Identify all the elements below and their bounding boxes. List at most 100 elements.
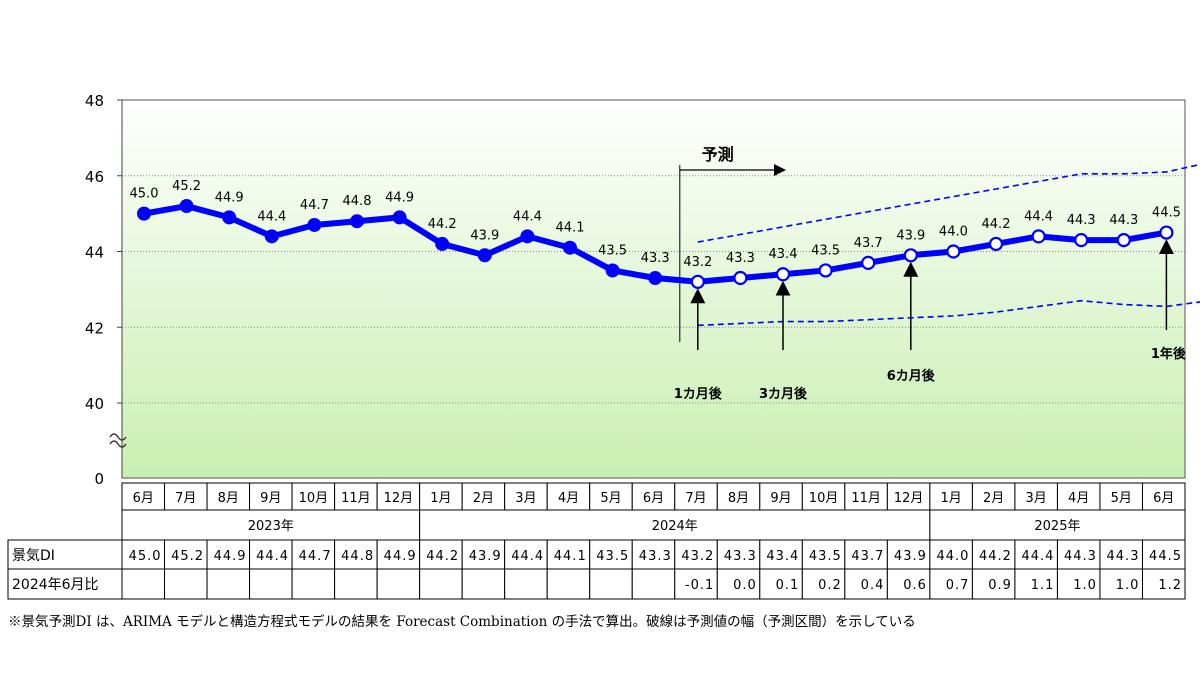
di-value-cell [419,539,463,570]
month-cell [801,482,846,511]
diff-value: 0.0 [733,578,757,593]
month-label: 6月 [1153,491,1174,506]
forecast-point [775,267,791,282]
diff-value: 0.9 [988,578,1012,593]
diff-value-cell [121,568,166,600]
data-label: 43.9 [896,228,925,243]
diff-value-cell [164,568,208,600]
diff-value-cell [334,568,378,600]
data-point [264,229,279,244]
diff-value-cell [716,568,761,600]
data-label: 43.9 [470,228,499,243]
forecast-label: 予測 [702,145,734,164]
month-label: 5月 [600,491,621,506]
di-value: 44.2 [979,549,1012,564]
diff-value-cell [461,568,506,600]
data-label: 43.4 [769,247,798,262]
di-value: 45.2 [171,549,204,564]
month-cell [164,482,208,511]
diff-value-cell [376,568,421,600]
month-label: 11月 [851,491,881,506]
di-value: 44.2 [426,549,459,564]
month-cell [376,482,421,511]
year-cell [121,509,421,541]
row-header-cell [7,568,123,600]
axis-break-icon [109,433,127,448]
data-label: 43.7 [854,236,883,251]
diff-value: 1.2 [1158,578,1182,593]
month-label: 8月 [728,491,749,506]
data-point [222,210,237,225]
diff-value-cell [291,568,336,600]
annotation-label: 1カ月後 [674,386,723,402]
month-label: 9月 [260,491,281,506]
data-label: 44.4 [257,209,286,224]
forecast-point [1116,233,1131,248]
di-value: 43.3 [639,549,672,564]
forecast-point [1031,229,1046,244]
month-label: 3月 [515,491,536,506]
forecast-point [988,236,1004,252]
annotation-label: 3カ月後 [759,386,808,402]
di-value: 43.9 [894,549,927,564]
y-tick-label: 46 [85,168,104,186]
diff-value-cell [929,568,973,600]
forecast-point [733,270,748,286]
di-value-cell [1056,539,1101,570]
diff-value-cell [801,568,846,600]
di-value: 44.0 [936,549,969,564]
diff-value: 1.0 [1116,578,1140,593]
year-label: 2023年 [248,519,294,534]
data-label: 44.1 [556,221,585,236]
month-label: 9月 [770,491,791,506]
di-value: 44.4 [511,549,544,564]
data-point [520,229,535,244]
data-table: 6月 7月 8月 9月 10月 11月 12月 1月 2月 3月 4月 5月 6月 7月 8月 9月 10月 11… [7,482,1186,600]
plot-area [121,99,1186,479]
forecast-point [690,274,705,289]
di-value-cell [121,539,166,570]
month-cell [971,482,1016,511]
di-value: 44.3 [1107,549,1140,564]
data-point [563,240,577,255]
diff-value-cell [206,568,251,600]
di-value: 44.8 [341,549,374,564]
month-label: 12月 [384,491,414,506]
diff-value-cell [504,568,548,600]
annotation-label: 6カ月後 [887,368,936,384]
month-label: 11月 [341,491,371,506]
diff-value-cell [759,568,803,600]
diff-value: 0.6 [903,578,927,593]
y-tick-label-zero: 0 [94,470,104,488]
diff-value-cell [1014,568,1058,600]
data-point [477,248,492,263]
di-value-cell [1141,539,1186,570]
data-point [605,263,620,278]
di-value: 43.4 [766,549,799,564]
data-point [435,236,450,251]
data-label: 44.9 [215,190,244,205]
month-cell [886,482,931,511]
month-label: 10月 [299,491,329,506]
month-cell [546,482,591,511]
month-label: 4月 [558,491,579,506]
forecast-point [1074,233,1089,248]
month-cell [249,482,293,511]
month-label: 4月 [1068,491,1089,506]
di-value-cell [971,539,1016,570]
di-value-cell [886,539,931,570]
month-label: 6月 [133,491,154,506]
row-header-label: 景気DI [12,548,55,564]
y-tick-label: 44 [85,244,104,262]
di-value: 43.7 [851,549,884,564]
data-label: 44.3 [1067,213,1096,228]
month-label: 3月 [1026,491,1047,506]
diff-value: 0.2 [818,578,842,593]
data-label: 44.2 [982,217,1011,232]
data-label: 44.2 [428,217,457,232]
data-label: 44.8 [343,194,372,209]
month-label: 2月 [983,491,1004,506]
di-value: 43.2 [681,549,714,564]
data-label: 44.4 [513,209,542,224]
